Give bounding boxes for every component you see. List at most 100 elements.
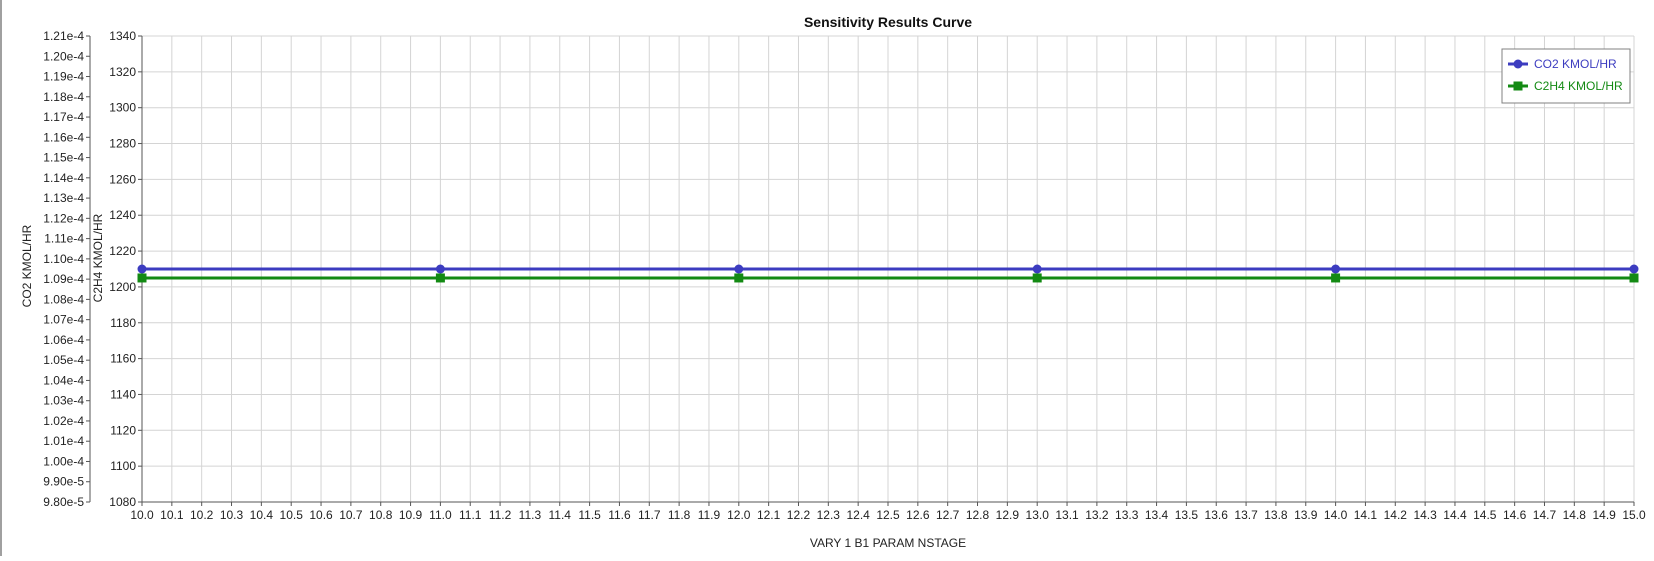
x-tick-label: 14.1 bbox=[1354, 508, 1378, 522]
x-tick-label: 13.5 bbox=[1175, 508, 1199, 522]
y2-tick-label: 1260 bbox=[109, 172, 136, 186]
y1-tick-label: 1.01e-4 bbox=[43, 434, 84, 448]
x-tick-label: 10.7 bbox=[339, 508, 363, 522]
x-tick-label: 12.6 bbox=[906, 508, 930, 522]
series-2-point bbox=[1629, 273, 1639, 283]
x-tick-label: 14.8 bbox=[1563, 508, 1587, 522]
x-tick-label: 12.3 bbox=[817, 508, 841, 522]
x-tick-label: 13.6 bbox=[1205, 508, 1229, 522]
x-tick-label: 12.5 bbox=[876, 508, 900, 522]
x-tick-label: 13.0 bbox=[1026, 508, 1050, 522]
x-tick-label: 11.9 bbox=[698, 508, 721, 522]
y1-tick-label: 1.16e-4 bbox=[43, 130, 84, 144]
legend: CO2 KMOL/HR C2H4 KMOL/HR bbox=[1501, 48, 1631, 104]
x-tick-label: 14.2 bbox=[1384, 508, 1408, 522]
y1-tick-label: 1.05e-4 bbox=[43, 353, 84, 367]
x-tick-label: 13.8 bbox=[1264, 508, 1288, 522]
y1-tick-label: 9.80e-5 bbox=[43, 495, 84, 509]
y1-tick-label: 1.15e-4 bbox=[43, 151, 84, 165]
x-tick-label: 13.3 bbox=[1115, 508, 1139, 522]
series-2-point bbox=[1032, 273, 1042, 283]
y2-tick-label: 1280 bbox=[109, 137, 136, 151]
x-tick-label: 11.6 bbox=[608, 508, 631, 522]
x-tick-label: 11.3 bbox=[519, 508, 542, 522]
y1-tick-label: 1.02e-4 bbox=[43, 414, 84, 428]
y1-tick-label: 1.21e-4 bbox=[43, 29, 84, 43]
x-tick-label: 14.9 bbox=[1592, 508, 1616, 522]
x-tick-label: 10.9 bbox=[399, 508, 423, 522]
series-2-point bbox=[1331, 273, 1341, 283]
y2-tick-label: 1080 bbox=[109, 495, 136, 509]
x-tick-label: 10.1 bbox=[160, 508, 184, 522]
x-tick-label: 13.1 bbox=[1055, 508, 1079, 522]
series-1-point bbox=[137, 264, 147, 274]
series-1-point bbox=[1032, 264, 1042, 274]
y2-tick-label: 1320 bbox=[109, 65, 136, 79]
legend-entry-label: CO2 KMOL/HR bbox=[1534, 57, 1617, 71]
axes: 10.0 10.1 10.2 10.3 10.4 10.5 10.6 10.7 10.8 10.9… bbox=[43, 29, 1646, 522]
y1-tick-label: 1.19e-4 bbox=[43, 70, 84, 84]
x-tick-label: 14.3 bbox=[1413, 508, 1437, 522]
x-tick-label: 12.2 bbox=[787, 508, 811, 522]
x-tick-label: 10.8 bbox=[369, 508, 393, 522]
x-tick-label: 10.2 bbox=[190, 508, 214, 522]
y2-tick-label: 1160 bbox=[110, 352, 136, 366]
series-2-point bbox=[734, 273, 744, 283]
series-1-point bbox=[734, 264, 744, 274]
legend-box bbox=[1501, 48, 1631, 104]
series-2-point bbox=[137, 273, 147, 283]
y1-tick-label: 1.00e-4 bbox=[43, 454, 84, 468]
x-tick-label: 13.2 bbox=[1085, 508, 1109, 522]
y-axis-left-title: CO2 KMOL/HR bbox=[20, 224, 34, 307]
x-tick-label: 14.7 bbox=[1533, 508, 1557, 522]
x-tick-label: 13.9 bbox=[1294, 508, 1318, 522]
series bbox=[137, 264, 1639, 283]
x-tick-label: 12.9 bbox=[996, 508, 1020, 522]
x-tick-label: 12.1 bbox=[757, 508, 781, 522]
x-axis-title: VARY 1 B1 PARAM NSTAGE bbox=[810, 536, 966, 550]
x-tick-label: 11.1 bbox=[459, 508, 482, 522]
x-tick-label: 12.0 bbox=[727, 508, 751, 522]
y1-tick-label: 1.09e-4 bbox=[43, 272, 84, 286]
y1-tick-label: 1.06e-4 bbox=[43, 333, 84, 347]
window-left-border bbox=[0, 0, 2, 556]
y1-tick-label: 1.10e-4 bbox=[43, 252, 84, 266]
y1-tick-label: 1.03e-4 bbox=[43, 394, 84, 408]
y2-tick-label: 1220 bbox=[109, 244, 136, 258]
y1-tick-label: 9.90e-5 bbox=[43, 475, 84, 489]
x-tick-label: 11.4 bbox=[549, 508, 572, 522]
x-tick-label: 15.0 bbox=[1622, 508, 1646, 522]
x-tick-label: 14.6 bbox=[1503, 508, 1527, 522]
y1-tick-label: 1.12e-4 bbox=[43, 211, 84, 225]
y2-tick-label: 1120 bbox=[110, 423, 136, 437]
y-axis-right-title: C2H4 KMOL/HR bbox=[91, 213, 105, 302]
x-tick-label: 11.7 bbox=[638, 508, 661, 522]
x-tick-label: 10.6 bbox=[309, 508, 333, 522]
y1-tick-label: 1.07e-4 bbox=[43, 313, 84, 327]
x-tick-label: 10.3 bbox=[220, 508, 244, 522]
x-tick-label: 14.0 bbox=[1324, 508, 1348, 522]
y2-tick-label: 1240 bbox=[109, 208, 136, 222]
x-tick-label: 10.0 bbox=[130, 508, 154, 522]
y2-tick-label: 1140 bbox=[110, 387, 136, 401]
x-tick-label: 11.0 bbox=[429, 508, 452, 522]
legend-swatch-marker bbox=[1513, 59, 1523, 69]
series-2-point bbox=[435, 273, 445, 283]
y2-tick-label: 1100 bbox=[110, 459, 136, 473]
y1-tick-label: 1.13e-4 bbox=[43, 191, 84, 205]
x-tick-label: 11.5 bbox=[578, 508, 601, 522]
x-tick-label: 11.8 bbox=[668, 508, 691, 522]
y1-tick-label: 1.20e-4 bbox=[43, 49, 84, 63]
y1-tick-label: 1.11e-4 bbox=[44, 232, 84, 246]
y2-tick-label: 1300 bbox=[109, 101, 136, 115]
x-tick-label: 12.7 bbox=[936, 508, 960, 522]
chart-title: Sensitivity Results Curve bbox=[804, 14, 972, 30]
x-tick-label: 14.4 bbox=[1443, 508, 1467, 522]
x-tick-label: 11.2 bbox=[489, 508, 512, 522]
series-1-point bbox=[1331, 264, 1341, 274]
y2-tick-label: 1200 bbox=[109, 280, 136, 294]
x-tick-label: 10.5 bbox=[280, 508, 304, 522]
x-tick-label: 13.4 bbox=[1145, 508, 1169, 522]
